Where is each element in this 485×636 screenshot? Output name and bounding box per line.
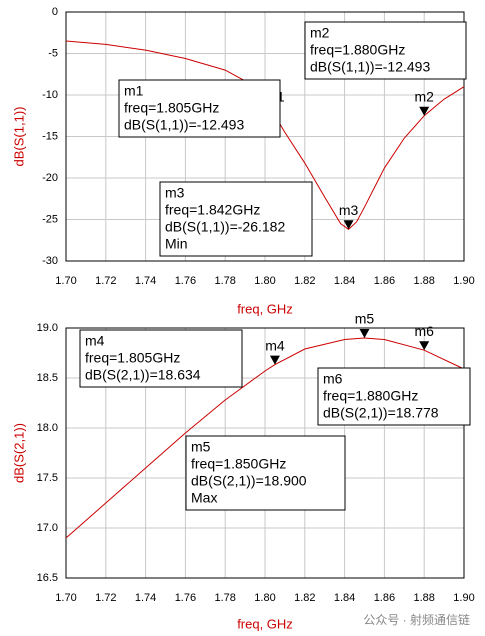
x-tick-label: 1.70 [55, 592, 76, 604]
x-tick-label: 1.90 [453, 592, 474, 604]
x-tick-label: 1.80 [254, 592, 275, 604]
marker-box-frame [304, 21, 467, 80]
marker-box-line: dB(S(2,1))=18.634 [85, 367, 201, 383]
x-axis-label: freq, GHz [237, 616, 293, 631]
marker-box-frame [317, 367, 471, 426]
marker [419, 106, 430, 116]
marker-box-name: m6 [323, 371, 343, 387]
y-axis-label: dB(S(2,1)) [11, 423, 26, 483]
x-tick-label: 1.70 [55, 275, 76, 287]
x-tick-label: 1.74 [135, 275, 156, 287]
marker-box-frame [118, 79, 281, 138]
y-tick-label: -30 [42, 255, 58, 267]
marker-box-frame [185, 435, 346, 511]
y-tick-label: 18.0 [37, 422, 58, 434]
marker-label: m4 [265, 337, 285, 353]
watermark: 公众号 · 射频通信链 [363, 612, 470, 627]
x-axis-label: freq, GHz [237, 301, 293, 316]
marker [269, 355, 280, 365]
marker-label: m6 [414, 323, 434, 339]
x-tick-label: 1.78 [214, 275, 235, 287]
plot-frame [65, 11, 465, 262]
marker-box-line: freq=1.850GHz [191, 456, 286, 472]
plot-frame [65, 327, 465, 579]
marker-box-frame [159, 181, 313, 257]
x-tick-label: 1.72 [95, 275, 116, 287]
y-tick-label: -20 [42, 172, 58, 184]
marker-box-frame [79, 329, 243, 388]
x-tick-label: 1.86 [374, 592, 395, 604]
marker-box-line: freq=1.805GHz [85, 350, 180, 366]
marker-box-line: Max [191, 490, 217, 506]
curve [65, 40, 465, 230]
marker [419, 341, 430, 351]
x-tick-label: 1.76 [175, 592, 196, 604]
marker-box-line: freq=1.880GHz [310, 42, 405, 58]
y-tick-label: 17.0 [37, 522, 58, 534]
x-tick-label: 1.82 [294, 592, 315, 604]
y-tick-label: -5 [48, 47, 58, 59]
x-tick-label: 1.84 [334, 275, 355, 287]
y-tick-label: -25 [42, 213, 58, 225]
x-tick-label: 1.86 [374, 275, 395, 287]
marker [343, 220, 354, 230]
y-tick-label: -15 [42, 130, 58, 142]
marker-box-line: dB(S(1,1))=-26.182 [165, 219, 285, 235]
marker-box-line: Min [165, 236, 188, 252]
marker-box-name: m4 [85, 333, 105, 349]
x-tick-label: 1.76 [175, 275, 196, 287]
marker-label: m3 [339, 202, 359, 218]
marker-box-name: m3 [165, 185, 185, 201]
x-tick-label: 1.72 [95, 592, 116, 604]
y-tick-label: 0 [52, 6, 58, 18]
marker-box-line: freq=1.805GHz [124, 100, 219, 116]
x-tick-label: 1.84 [334, 592, 355, 604]
marker-box-line: dB(S(1,1))=-12.493 [124, 117, 244, 133]
marker [359, 329, 370, 338]
y-tick-label: 19.0 [37, 322, 58, 334]
y-tick-label: 17.5 [37, 472, 58, 484]
marker-box-line: freq=1.880GHz [323, 388, 418, 404]
x-tick-label: 1.82 [294, 275, 315, 287]
x-tick-label: 1.88 [413, 275, 434, 287]
marker-box-name: m2 [310, 25, 330, 41]
y-tick-label: 18.5 [37, 372, 58, 384]
marker-box-name: m1 [124, 83, 144, 99]
y-tick-label: 16.5 [37, 572, 58, 584]
y-tick-label: -10 [42, 89, 58, 101]
y-axis-label: dB(S(1,1)) [11, 107, 26, 167]
x-tick-label: 1.88 [413, 592, 434, 604]
x-tick-label: 1.78 [214, 592, 235, 604]
marker-box-line: freq=1.842GHz [165, 202, 260, 218]
marker-box-line: dB(S(1,1))=-12.493 [310, 59, 430, 75]
marker-label: m2 [414, 88, 434, 104]
marker-box-name: m5 [191, 439, 211, 455]
x-tick-label: 1.90 [453, 275, 474, 287]
x-tick-label: 1.74 [135, 592, 156, 604]
marker-box-line: dB(S(2,1))=18.900 [191, 473, 307, 489]
marker-label: m5 [355, 311, 375, 327]
marker-box-line: dB(S(2,1))=18.778 [323, 405, 439, 421]
x-tick-label: 1.80 [254, 275, 275, 287]
